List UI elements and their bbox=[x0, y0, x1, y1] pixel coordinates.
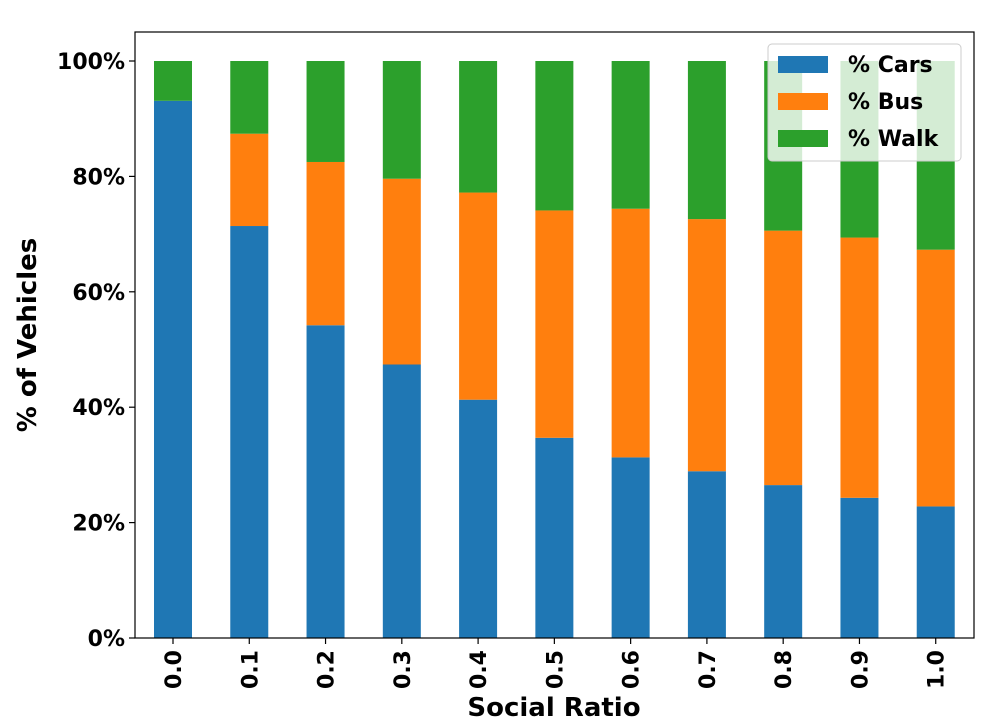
bar-walk-0.7 bbox=[687, 61, 726, 220]
bar-cars-0.5 bbox=[535, 437, 574, 638]
legend-swatch bbox=[778, 56, 828, 73]
y-axis: 0% 20% 40% 60% 80% 100% bbox=[57, 50, 135, 652]
bar-cars-0.1 bbox=[230, 226, 269, 638]
bar-walk-0.5 bbox=[535, 61, 574, 211]
legend-swatch bbox=[778, 93, 828, 110]
bar-bus-0.6 bbox=[611, 208, 650, 458]
bar-bus-0.2 bbox=[306, 161, 345, 326]
bar-cars-0.2 bbox=[306, 325, 345, 638]
x-tick-label: 0.6 bbox=[620, 650, 645, 689]
bar-walk-0.6 bbox=[611, 61, 650, 209]
y-tick-label: 80% bbox=[72, 165, 125, 190]
bar-bus-0.8 bbox=[764, 230, 803, 486]
bar-cars-0.3 bbox=[382, 364, 421, 638]
bar-cars-0.7 bbox=[687, 471, 726, 638]
y-tick-label: 20% bbox=[72, 512, 125, 537]
legend-label: % Cars bbox=[848, 53, 933, 78]
x-tick-label: 0.0 bbox=[162, 650, 187, 689]
x-tick-label: 0.8 bbox=[772, 650, 797, 689]
x-tick-label: 0.7 bbox=[696, 650, 721, 689]
legend: % Cars % Bus % Walk bbox=[767, 43, 962, 162]
x-tick-label: 0.5 bbox=[543, 650, 568, 689]
bar-bus-0.1 bbox=[230, 133, 269, 227]
x-tick-label: 0.2 bbox=[315, 650, 340, 689]
bar-walk-0.0 bbox=[154, 61, 192, 101]
bar-walk-0.1 bbox=[230, 61, 269, 134]
bar-bus-0.9 bbox=[840, 237, 879, 498]
x-axis-title: Social Ratio bbox=[467, 693, 640, 723]
x-axis: 0.0 0.1 0.2 0.3 0.4 0.5 0.6 0.7 0.8 0.9 1.0 bbox=[162, 638, 950, 689]
bar-walk-0.3 bbox=[382, 61, 421, 179]
y-tick-label: 40% bbox=[72, 396, 125, 421]
x-tick-label: 0.9 bbox=[848, 650, 873, 689]
bar-cars-0.4 bbox=[459, 399, 498, 638]
bar-bus-1.0 bbox=[916, 249, 955, 507]
y-tick-label: 100% bbox=[57, 50, 125, 75]
bar-bus-0.4 bbox=[459, 192, 498, 400]
bar-cars-1.0 bbox=[916, 506, 955, 638]
x-tick-label: 0.1 bbox=[238, 650, 263, 689]
bar-walk-0.2 bbox=[306, 61, 345, 162]
x-tick-label: 1.0 bbox=[925, 650, 950, 689]
x-tick-label: 0.3 bbox=[391, 650, 416, 689]
y-axis-title: % of Vehicles bbox=[13, 238, 43, 433]
bar-walk-0.4 bbox=[459, 61, 498, 193]
bar-cars-0.0 bbox=[154, 100, 192, 639]
legend-swatch bbox=[778, 130, 828, 147]
bars-group bbox=[154, 61, 955, 639]
legend-label: % Walk bbox=[848, 127, 940, 152]
bar-cars-0.6 bbox=[611, 457, 650, 638]
y-tick-label: 0% bbox=[88, 627, 125, 652]
bar-cars-0.8 bbox=[764, 485, 803, 638]
bar-bus-0.7 bbox=[687, 219, 726, 472]
bar-bus-0.5 bbox=[535, 210, 574, 438]
legend-label: % Bus bbox=[848, 90, 923, 115]
bar-bus-0.3 bbox=[382, 178, 421, 365]
y-tick-label: 60% bbox=[72, 281, 125, 306]
x-tick-label: 0.4 bbox=[467, 650, 492, 689]
bar-cars-0.9 bbox=[840, 497, 879, 638]
